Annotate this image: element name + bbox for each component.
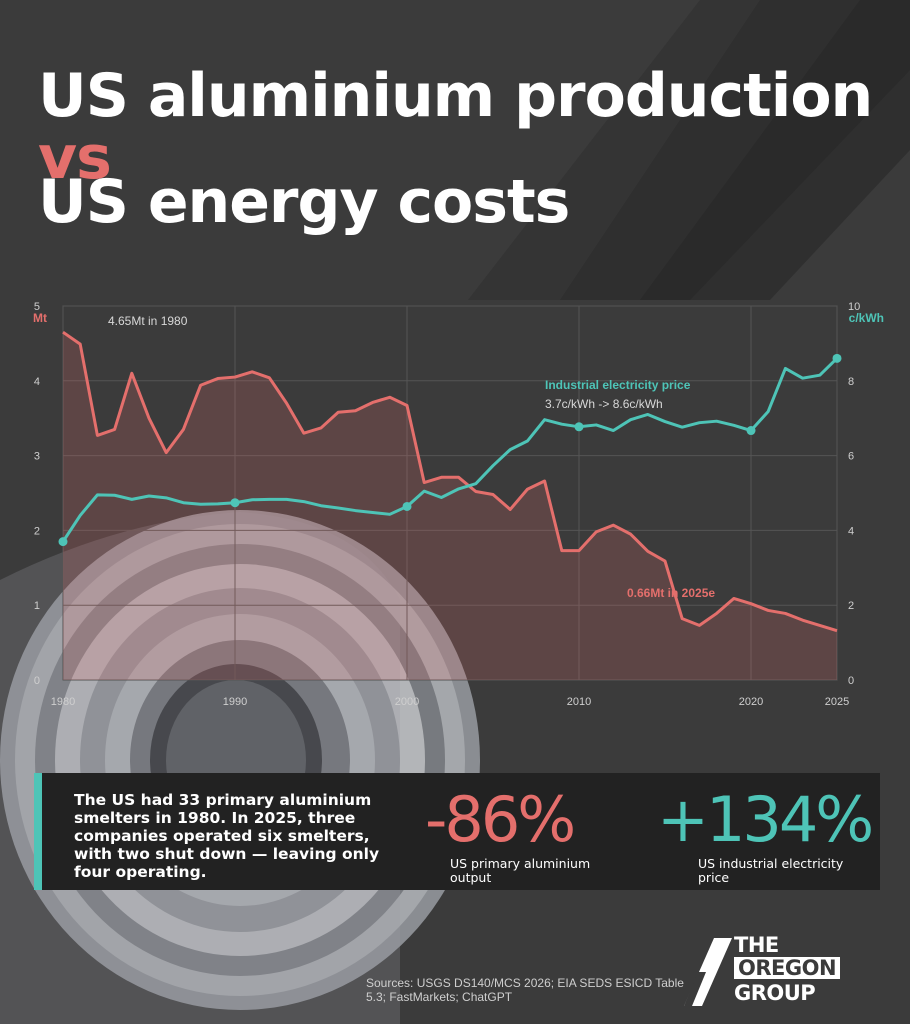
start-annotation: 4.65Mt in 1980 — [108, 314, 188, 328]
left-axis-tick-label: 5 — [34, 301, 40, 313]
logo-slash-icon — [684, 938, 732, 1006]
chart-grid — [62, 305, 838, 681]
right-axis-tick-label: 4 — [848, 525, 854, 537]
title-line-vs: vs — [38, 123, 112, 193]
electricity-price-marker — [58, 537, 68, 547]
production-change-label: US primary aluminium output — [450, 856, 591, 885]
left-axis-unit: Mt — [33, 311, 47, 325]
price-change-value: +134% — [657, 783, 874, 856]
right-axis-tick-label: 8 — [848, 376, 854, 388]
end-annotation: 0.66Mt in 2025e — [627, 586, 715, 600]
left-axis-tick-label: 4 — [34, 376, 40, 388]
left-axis-tick-label: 3 — [34, 451, 40, 463]
chart-axes: Mt c/kWh 0 0 1 2 2 4 3 6 4 8 5 10 1980 1990 2000 2010 20… — [33, 301, 884, 708]
summary-text: The US had 33 primary aluminium smelters… — [74, 791, 380, 881]
right-axis-tick-label: 0 — [848, 675, 854, 687]
electricity-price-marker — [402, 501, 412, 511]
title-line-1: US aluminium production — [38, 61, 873, 131]
price-legend-label: Industrial electricity price — [545, 378, 691, 392]
logo-text-the: THE — [734, 933, 779, 957]
right-axis-unit: c/kWh — [849, 311, 884, 325]
x-axis-tick-label: 1980 — [51, 696, 75, 708]
x-axis-tick-label: 1990 — [223, 696, 247, 708]
electricity-price-marker — [746, 426, 756, 436]
logo-text-group: GROUP — [734, 981, 816, 1005]
x-axis-tick-label: 2020 — [739, 696, 763, 708]
chart-annotations: 4.65Mt in 1980 0.66Mt in 2025e Industria… — [108, 314, 715, 600]
electricity-price-marker — [230, 498, 240, 508]
production-change-value: -86% — [425, 783, 576, 856]
right-axis-tick-label: 2 — [848, 600, 854, 612]
electricity-price-marker — [574, 422, 584, 432]
logo-text-oregon: OREGON — [734, 957, 841, 979]
dual-axis-line-chart: Mt c/kWh 0 0 1 2 2 4 3 6 4 8 5 10 1980 1990 2000 2010 20… — [33, 301, 884, 708]
price-change-label: US industrial electricity price — [698, 856, 844, 885]
company-logo: THE OREGON GROUP — [684, 932, 859, 1012]
production-area — [63, 332, 837, 680]
x-axis-tick-label: 2000 — [395, 696, 419, 708]
right-axis-tick-label: 10 — [848, 301, 860, 313]
right-axis-tick-label: 6 — [848, 451, 854, 463]
price-change-annotation: 3.7c/kWh -> 8.6c/kWh — [545, 397, 663, 411]
left-axis-tick-label: 0 — [34, 675, 40, 687]
electricity-price-line — [61, 357, 839, 543]
production-line — [62, 330, 838, 633]
stats-panel: The US had 33 primary aluminium smelters… — [34, 773, 880, 890]
production-area-fill — [63, 332, 837, 680]
title-line-3: US energy costs — [38, 167, 570, 237]
left-axis-tick-label: 2 — [34, 525, 40, 537]
electricity-price-marker — [832, 353, 842, 363]
diagonal-stripe-shapes — [468, 0, 910, 300]
left-axis-tick-label: 1 — [34, 600, 40, 612]
x-axis-tick-label: 2010 — [567, 696, 591, 708]
chart-lines — [61, 330, 839, 633]
x-axis-tick-label: 2025 — [825, 696, 849, 708]
sources-text: Sources: USGS DS140/MCS 2026; EIA SEDS E… — [366, 976, 684, 1004]
chart-markers — [58, 353, 842, 547]
